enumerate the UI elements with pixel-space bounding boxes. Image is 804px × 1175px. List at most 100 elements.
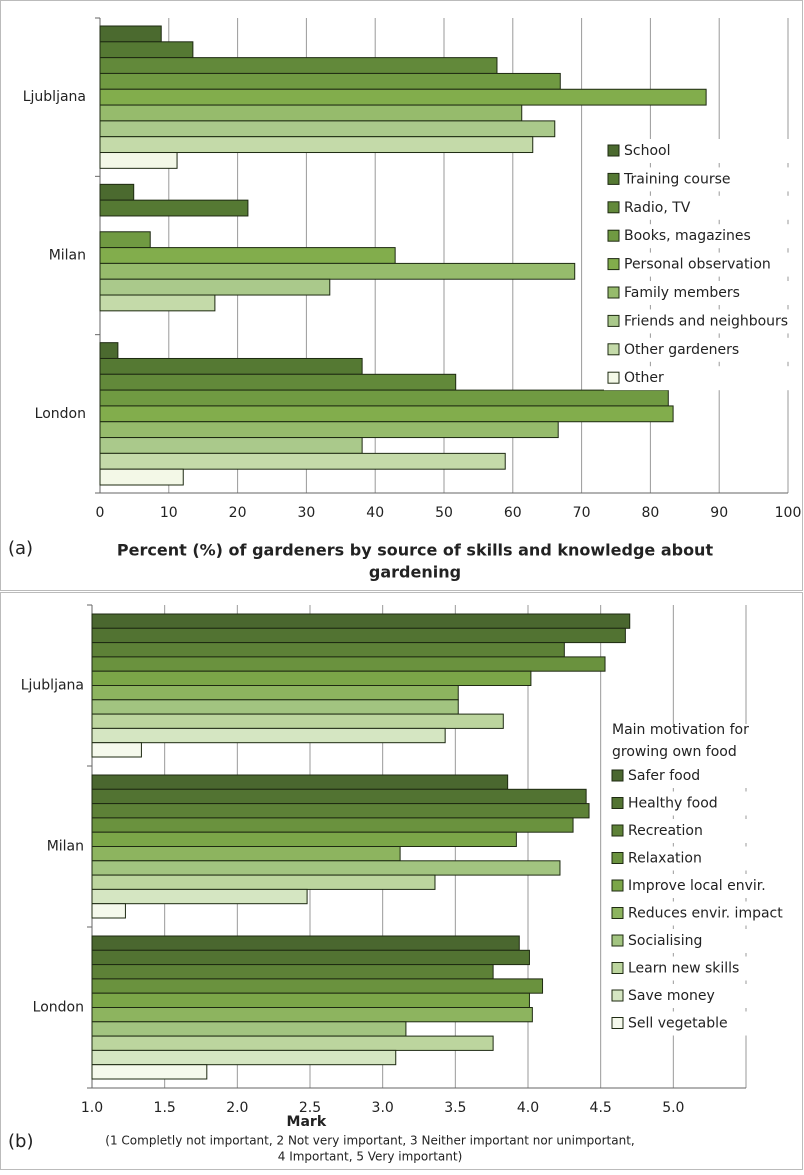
x-tick-label: 20 [229,505,247,521]
bar [99,389,669,407]
legend-swatch [607,258,620,271]
bar [91,670,532,687]
legend-swatch [607,229,620,242]
legend-swatch [607,343,620,356]
bar [99,421,559,439]
x-tick-label: 3.0 [372,1100,394,1116]
legend-label: Other gardeners [624,342,739,358]
legend-swatch [607,201,620,214]
y-tick-label: Milan [47,839,84,855]
x-tick-label: 60 [504,505,522,521]
legend-bg [608,874,802,898]
x-tick-label: 10 [160,505,178,521]
bar [99,373,457,391]
bar [91,949,530,966]
bar [91,788,587,805]
legend-bg [608,956,802,981]
legend-label: Family members [624,285,740,301]
bar [99,120,556,138]
legend-bg [608,791,802,816]
bar [99,25,162,43]
bar [91,874,436,890]
bar [91,685,459,701]
legend-bg [604,195,798,220]
legend-swatch [611,962,624,974]
axis-note: (1 Completly not important, 2 Not very i… [105,1134,634,1148]
legend-swatch [611,852,624,864]
bar [91,774,509,790]
bar [99,294,216,312]
x-tick-label: 3.5 [444,1100,466,1116]
legend-bg [604,309,798,334]
legend-title: growing own food [612,744,737,760]
legend-bg [608,1011,802,1036]
y-tick-label: Ljubljana [21,678,84,694]
legend-label: Radio, TV [624,200,691,216]
legend-bg [608,929,802,953]
x-axis-label: gardening [369,563,461,582]
legend-bg [604,139,798,163]
x-tick-label: 4.0 [517,1100,539,1116]
bar [99,468,184,486]
bar [99,72,561,90]
legend-swatch [607,144,620,157]
x-tick-label: 50 [435,505,453,521]
bar [91,803,590,819]
x-tick-label: 100 [775,505,802,521]
bar [99,136,534,154]
x-tick-label: 4.5 [590,1100,612,1116]
bar [91,1021,407,1037]
x-tick-label: 2.5 [299,1100,321,1116]
legend-bg [604,281,798,305]
legend-bg [604,337,798,362]
legend-swatch [607,314,620,327]
bar [99,88,707,106]
legend-bg [608,764,802,788]
legend-swatch [611,907,624,919]
bar [91,846,401,862]
legend-bg [604,252,798,277]
x-tick-label: 90 [710,505,728,521]
legend-swatch [611,769,624,782]
legend-label: School [624,143,670,159]
bar [91,831,517,848]
legend-label: Friends and neighbours [624,313,788,329]
legend-label: Save money [628,988,715,1004]
legend-label: Healthy food [628,796,718,812]
y-tick-label: London [35,406,86,422]
x-tick-label: 5.0 [662,1100,684,1116]
bar [99,357,363,375]
bar [91,699,459,715]
bar [99,231,151,249]
legend-swatch [611,797,624,809]
bar [91,656,606,672]
bar [91,727,446,744]
bar [99,183,135,201]
bar [99,405,674,423]
x-tick-label: 30 [297,505,315,521]
x-tick-label: 2.0 [226,1100,248,1116]
x-tick-label: 1.5 [154,1100,176,1116]
x-tick-label: 80 [641,505,659,521]
bar [99,278,331,296]
legend-title: Main motivation for [612,722,749,738]
legend-label: Safer food [628,768,700,784]
bar [99,452,506,470]
legend-bg [604,167,798,192]
legend-swatch [611,989,624,1002]
x-tick-label: 40 [366,505,384,521]
legend-bg [604,224,798,249]
bar [91,1035,494,1051]
legend-label: Reduces envir. impact [628,906,783,922]
bar [91,888,308,905]
legend-bg [608,901,802,926]
legend-label: Sell vegetable [628,1016,728,1032]
bar [99,152,178,169]
bar [91,742,142,758]
legend-label: Learn new skills [628,961,739,977]
bar [99,247,396,264]
legend-bg [608,846,802,871]
panel-label: (a) [8,538,33,559]
x-tick-label: 0 [96,505,105,521]
